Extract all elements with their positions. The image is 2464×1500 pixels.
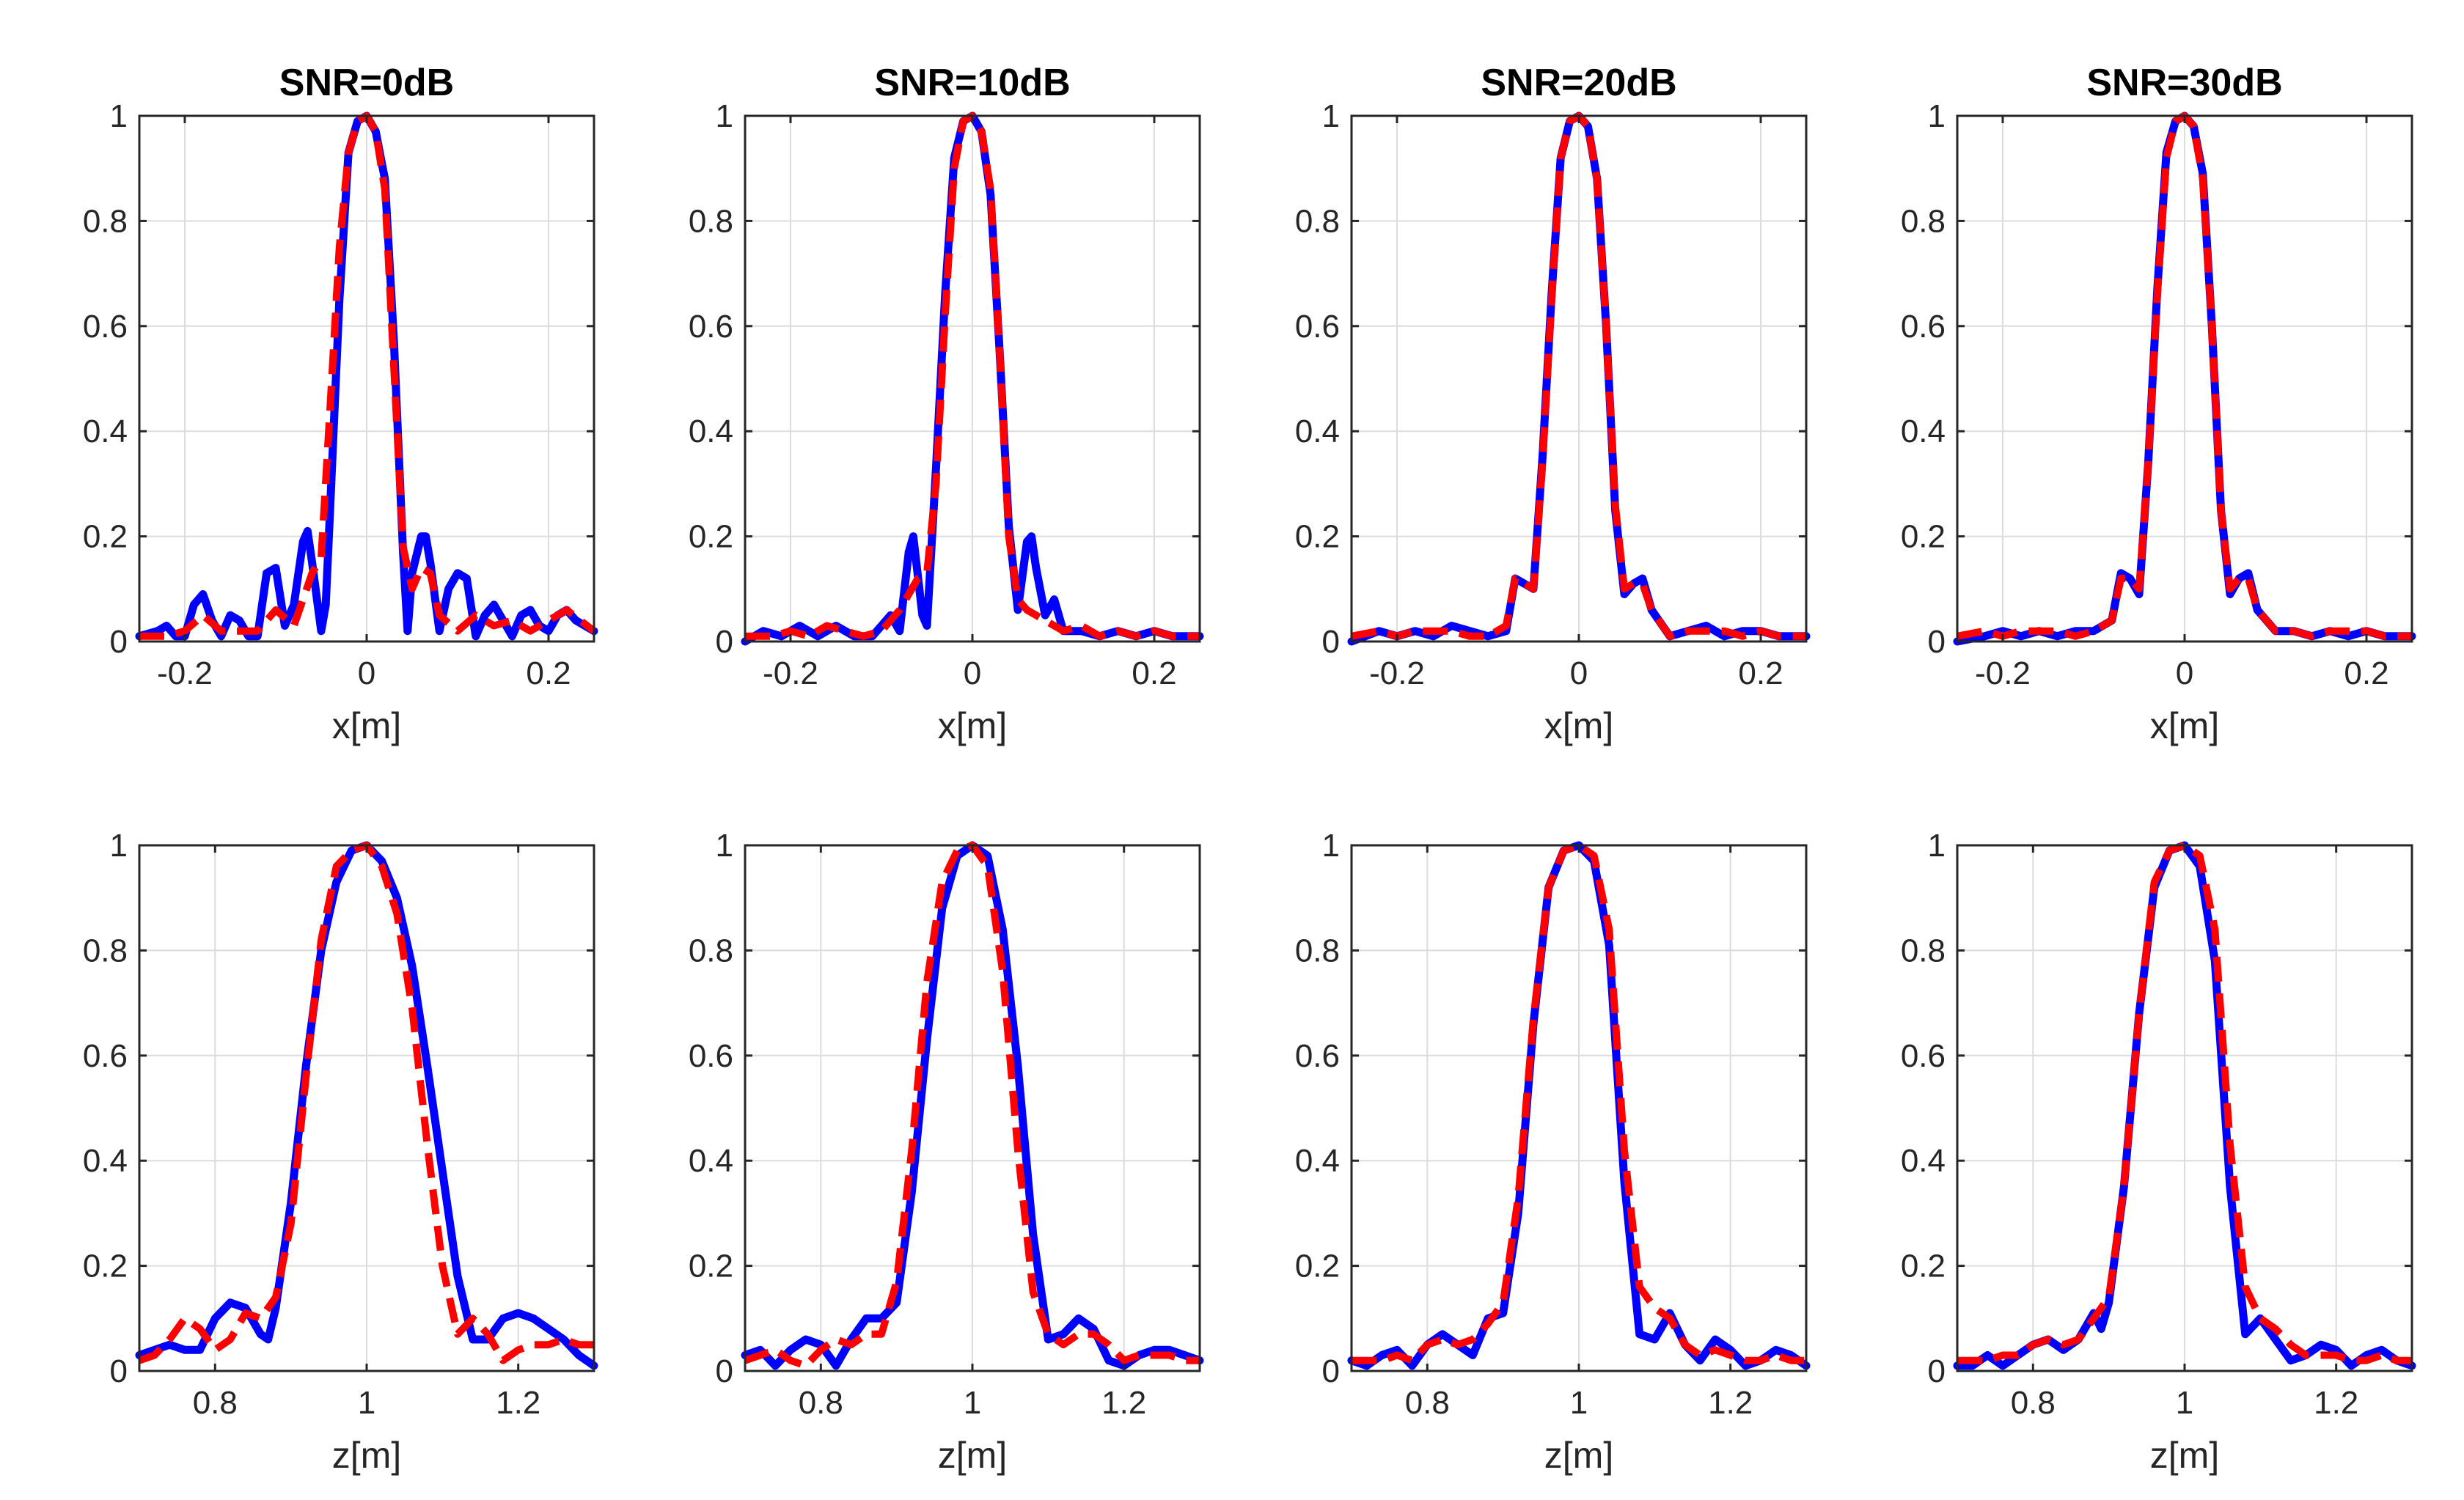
y-tick-label: 1 [716, 828, 733, 864]
x-tick-label: 1 [358, 1385, 375, 1421]
y-tick-label: 0.4 [689, 1143, 733, 1179]
x-tick-label: -0.2 [1369, 655, 1425, 691]
subplot-7: 0.8 1 1.2 0 0.2 0.4 0.6 0.8 1 z[m] [1295, 828, 1811, 1476]
y-tick-label: 0.4 [1295, 1143, 1340, 1179]
subplot-title: SNR=0dB [279, 62, 454, 104]
x-tick-label: 0 [1570, 655, 1588, 691]
subplot-title: SNR=10dB [874, 62, 1070, 104]
y-tick-label: 0.8 [1901, 203, 1946, 239]
y-tick-label: 0.6 [1295, 1038, 1340, 1074]
series-line-dashed [1957, 842, 2412, 1364]
y-tick-label: 0.8 [1901, 933, 1946, 968]
y-tick-label: 0.2 [689, 519, 733, 555]
subplot-title: SNR=30dB [2086, 62, 2282, 104]
x-tick-label: 0.2 [1738, 655, 1783, 691]
y-tick-label: 0.4 [83, 1143, 128, 1179]
x-tick-label: -0.2 [1975, 655, 2031, 691]
x-tick-label: 0.8 [2011, 1385, 2056, 1421]
x-axis-label: z[m] [1544, 1435, 1613, 1476]
x-axis-label: z[m] [938, 1435, 1007, 1476]
y-tick-label: 0.6 [83, 1038, 128, 1074]
y-tick-label: 0.4 [83, 413, 128, 449]
x-tick-label: 1 [2176, 1385, 2193, 1421]
subplot-1: -0.2 0 0.2 0 0.2 0.4 0.6 0.8 1 x[m] SNR=0dB [83, 62, 598, 746]
x-axis-label: z[m] [2150, 1435, 2219, 1476]
x-tick-label: -0.2 [763, 655, 818, 691]
y-tick-label: 0.6 [689, 1038, 733, 1074]
y-tick-label: 0.6 [689, 309, 733, 345]
subplot-2: -0.2 0 0.2 0 0.2 0.4 0.6 0.8 1 x[m] SNR=10dB [689, 62, 1204, 746]
y-tick-label: 0.2 [83, 1249, 128, 1284]
y-tick-label: 0 [1322, 1353, 1340, 1389]
x-tick-label: 1 [964, 1385, 981, 1421]
x-tick-label: 1.2 [496, 1385, 540, 1421]
x-tick-label: 0 [358, 655, 375, 691]
y-tick-label: 0.2 [83, 519, 128, 555]
x-axis-label: x[m] [938, 705, 1007, 746]
subplot-title: SNR=20dB [1481, 62, 1676, 104]
y-tick-label: 0.8 [1295, 933, 1340, 968]
y-tick-label: 1 [110, 828, 128, 864]
y-tick-label: 1 [716, 98, 733, 134]
subplot-6: 0.8 1 1.2 0 0.2 0.4 0.6 0.8 1 z[m] [689, 828, 1204, 1476]
y-tick-label: 0.6 [1901, 1038, 1946, 1074]
x-axis-label: x[m] [332, 705, 401, 746]
y-tick-label: 0.4 [1295, 413, 1340, 449]
y-tick-label: 0.2 [1295, 519, 1340, 555]
subplot-4: -0.2 0 0.2 0 0.2 0.4 0.6 0.8 1 x[m] SNR=30dB [1901, 62, 2416, 746]
y-tick-label: 0 [716, 1353, 733, 1389]
y-tick-label: 1 [1322, 98, 1340, 134]
series-line-dashed [1352, 842, 1806, 1364]
x-tick-label: 1.2 [1101, 1385, 1146, 1421]
y-tick-label: 1 [1928, 98, 1946, 134]
x-tick-label: 0 [2176, 655, 2193, 691]
y-tick-label: 0.6 [1901, 309, 1946, 345]
y-tick-label: 0.4 [1901, 1143, 1946, 1179]
y-tick-label: 1 [1322, 828, 1340, 864]
x-axis-label: x[m] [1544, 705, 1613, 746]
x-tick-label: 0.8 [799, 1385, 843, 1421]
y-tick-label: 0.8 [1295, 203, 1340, 239]
x-tick-label: 0.8 [1405, 1385, 1450, 1421]
x-tick-label: -0.2 [157, 655, 213, 691]
series-line-dashed [139, 112, 597, 640]
x-tick-label: 1.2 [1708, 1385, 1753, 1421]
x-tick-label: 0 [964, 655, 981, 691]
x-tick-label: 0.2 [2344, 655, 2388, 691]
x-tick-label: 0.2 [526, 655, 571, 691]
y-tick-label: 1 [1928, 828, 1946, 864]
subplot-8: 0.8 1 1.2 0 0.2 0.4 0.6 0.8 1 z[m] [1901, 828, 2416, 1476]
x-axis-label: x[m] [2150, 705, 2219, 746]
y-tick-label: 0.8 [83, 933, 128, 968]
subplot-5: 0.8 1 1.2 0 0.2 0.4 0.6 0.8 1 z[m] [83, 828, 598, 1476]
x-tick-label: 1.2 [2314, 1385, 2358, 1421]
y-tick-label: 0.8 [83, 203, 128, 239]
y-tick-label: 0 [1322, 624, 1340, 660]
y-tick-label: 0 [716, 624, 733, 660]
y-tick-label: 0.2 [1295, 1249, 1340, 1284]
y-tick-label: 0 [110, 1353, 128, 1389]
y-tick-label: 1 [110, 98, 128, 134]
subplot-3: -0.2 0 0.2 0 0.2 0.4 0.6 0.8 1 x[m] SNR=20dB [1295, 62, 1811, 746]
x-tick-label: 1 [1570, 1385, 1588, 1421]
y-tick-label: 0.2 [689, 1249, 733, 1284]
y-tick-label: 0 [110, 624, 128, 660]
y-tick-label: 0.2 [1901, 1249, 1946, 1284]
x-tick-label: 0.8 [193, 1385, 238, 1421]
y-tick-label: 0 [1928, 624, 1946, 660]
y-tick-label: 0 [1928, 1353, 1946, 1389]
y-tick-label: 0.4 [689, 413, 733, 449]
x-axis-label: z[m] [332, 1435, 401, 1476]
y-tick-label: 0.6 [83, 309, 128, 345]
y-tick-label: 0.2 [1901, 519, 1946, 555]
y-tick-label: 0.8 [689, 933, 733, 968]
x-tick-label: 0.2 [1132, 655, 1176, 691]
y-tick-label: 0.8 [689, 203, 733, 239]
y-tick-label: 0.6 [1295, 309, 1340, 345]
y-tick-label: 0.4 [1901, 413, 1946, 449]
